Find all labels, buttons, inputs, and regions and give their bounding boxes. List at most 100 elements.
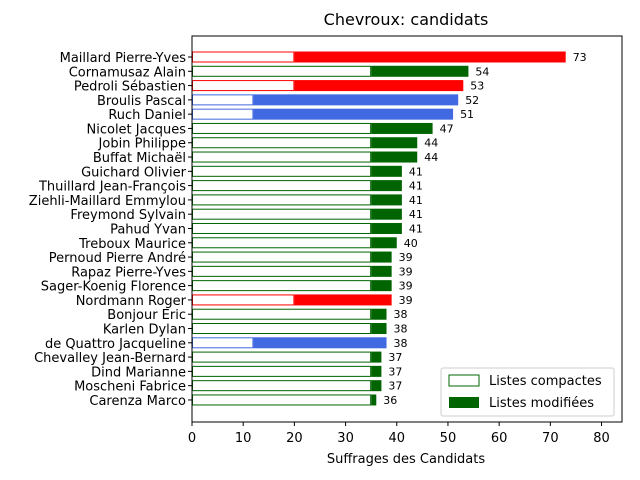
value-label: 36 [383,394,397,407]
bar-modified [371,365,382,377]
x-tick-label: 60 [491,431,508,446]
bar-modified [371,194,402,206]
bar-compact [192,194,372,206]
bar-compact [192,265,372,277]
bar-compact [192,337,254,349]
bar-modified [371,165,402,177]
value-label: 53 [470,80,484,93]
candidate-row: Bonjour Eric 38 [107,308,407,323]
candidate-label: Cornamusaz Alain [69,65,186,80]
value-label: 73 [573,51,587,64]
candidate-row: Karlen Dylan 38 [103,323,408,338]
bar-compact [192,94,254,106]
candidate-label: Ruch Daniel [108,108,186,123]
bar-modified [294,80,464,92]
bar-modified [371,137,418,149]
candidate-row: Pedroli Sébastien 53 [74,80,484,95]
bar-compact [192,165,372,177]
candidate-label: Sager-Koenig Florence [41,280,186,295]
candidate-label: Pedroli Sébastien [74,80,186,95]
value-label: 38 [394,323,408,336]
candidate-row: Chevalley Jean-Bernard 37 [34,351,402,366]
x-tick-label: 20 [286,431,303,446]
value-label: 41 [409,165,423,178]
candidate-row: Jobin Philippe 44 [98,137,439,152]
bar-compact [192,394,372,406]
bar-modified [253,108,454,120]
bar-modified [371,222,402,234]
candidate-row: Ziehli-Maillard Emmylou 41 [29,194,423,209]
x-tick-label: 40 [388,431,405,446]
candidate-label: Pahud Yvan [110,222,186,237]
legend-label-modified: Listes modifiées [489,396,594,411]
value-label: 39 [399,265,413,278]
bar-compact [192,280,372,292]
x-tick-label: 50 [440,431,457,446]
bar-compact [192,237,372,249]
candidate-label: Jobin Philippe [98,137,186,152]
candidate-row: Freymond Sylvain 41 [70,208,422,223]
x-tick-label: 30 [337,431,354,446]
bar-compact [192,122,372,134]
candidate-row: Cornamusaz Alain 54 [69,65,490,80]
x-axis-label: Suffrages des Candidats [327,452,486,467]
candidate-label: Moscheni Fabrice [74,380,186,395]
value-label: 39 [399,294,413,307]
bars-group: Maillard Pierre-Yves 73 Cornamusaz Alain 54… [29,51,587,409]
value-label: 44 [424,137,438,150]
candidate-row: Guichard Olivier 41 [81,165,423,180]
candidate-row: Pernoud Pierre André 39 [49,251,413,266]
candidate-row: Rapaz Pierre-Yves 39 [71,265,412,280]
candidate-label: Nicolet Jacques [87,122,187,137]
value-label: 39 [399,251,413,264]
candidate-row: Pahud Yvan 41 [110,222,423,237]
bar-modified [371,208,402,220]
bar-compact [192,208,372,220]
value-label: 37 [388,351,402,364]
bar-compact [192,380,372,392]
bar-compact [192,222,372,234]
candidate-label: Ziehli-Maillard Emmylou [29,194,186,209]
candidate-label: Dind Marianne [91,365,186,380]
bar-modified [371,265,392,277]
value-label: 41 [409,180,423,193]
value-label: 39 [399,280,413,293]
candidate-row: Buffat Michaël 44 [93,151,438,166]
bar-compact [192,137,372,149]
bar-modified [371,380,382,392]
bar-modified [253,94,459,106]
candidate-label: Maillard Pierre-Yves [60,51,187,66]
bar-modified [371,180,402,192]
candidate-label: Nordmann Roger [76,294,187,309]
legend-label-compact: Listes compactes [489,374,602,389]
bar-modified [371,323,387,335]
bar-modified [371,122,433,134]
candidate-label: de Quattro Jacqueline [45,337,186,352]
x-tick-label: 0 [188,431,196,446]
candidate-label: Pernoud Pierre André [49,251,186,266]
candidate-row: Treboux Maurice 40 [78,237,418,252]
candidate-label: Karlen Dylan [103,323,186,338]
bar-compact [192,151,372,163]
candidate-row: Moscheni Fabrice 37 [74,380,402,395]
candidate-label: Freymond Sylvain [70,208,186,223]
chart-title: Chevroux: candidats [324,10,489,29]
bar-modified [371,151,418,163]
legend-swatch-modified [449,397,479,408]
x-axis: 0 10 20 30 40 50 60 70 80 [188,422,610,446]
value-label: 47 [440,122,454,135]
value-label: 41 [409,194,423,207]
bar-compact [192,180,372,192]
candidate-label: Thuillard Jean-François [38,180,186,195]
candidate-row: Thuillard Jean-François 41 [38,180,423,195]
bar-compact [192,323,372,335]
value-label: 44 [424,151,438,164]
candidate-label: Chevalley Jean-Bernard [34,351,186,366]
bar-compact [192,80,295,92]
value-label: 38 [394,337,408,350]
candidate-row: de Quattro Jacqueline 38 [45,337,408,352]
bar-compact [192,365,372,377]
value-label: 38 [394,308,408,321]
x-tick-label: 10 [235,431,252,446]
candidate-row: Ruch Daniel 51 [108,108,474,123]
